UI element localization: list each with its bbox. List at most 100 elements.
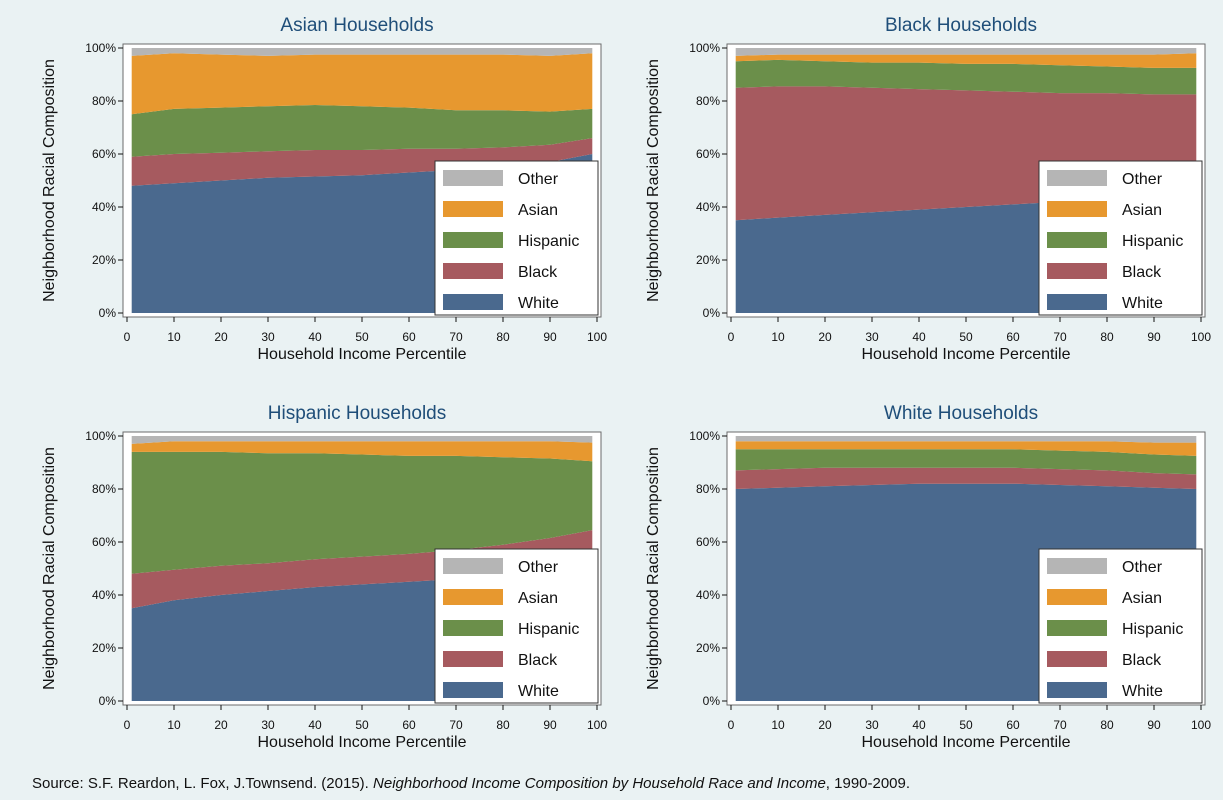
x-tick-label: 90 bbox=[1147, 330, 1161, 344]
y-tick-label: 40% bbox=[92, 588, 116, 602]
x-tick-label: 0 bbox=[728, 718, 735, 732]
x-tick-label: 70 bbox=[1053, 330, 1067, 344]
area-asian bbox=[131, 441, 593, 462]
y-tick-label: 60% bbox=[696, 147, 720, 161]
source-note: Source: S.F. Reardon, L. Fox, J.Townsend… bbox=[32, 775, 910, 792]
x-tick-label: 40 bbox=[912, 718, 926, 732]
legend-swatch-white bbox=[443, 682, 503, 698]
x-tick-label: 20 bbox=[818, 718, 832, 732]
legend-label-other: Other bbox=[1122, 171, 1163, 188]
panel-title: Black Households bbox=[885, 15, 1037, 36]
y-axis-title: Neighborhood Racial Composition bbox=[41, 59, 58, 302]
y-tick-label: 100% bbox=[689, 41, 720, 55]
area-black bbox=[735, 467, 1197, 489]
x-tick-label: 100 bbox=[587, 330, 607, 344]
source-title: Neighborhood Income Composition by House… bbox=[373, 775, 826, 792]
x-tick-label: 10 bbox=[771, 718, 785, 732]
area-hispanic bbox=[131, 451, 593, 574]
legend-label-white: White bbox=[1122, 683, 1163, 700]
y-tick-label: 0% bbox=[703, 306, 721, 320]
x-tick-label: 70 bbox=[1053, 718, 1067, 732]
legend-swatch-other bbox=[443, 170, 503, 186]
y-tick-label: 80% bbox=[92, 94, 116, 108]
x-axis-title: Household Income Percentile bbox=[257, 346, 466, 363]
x-tick-label: 0 bbox=[728, 330, 735, 344]
x-tick-label: 60 bbox=[1006, 718, 1020, 732]
area-other bbox=[131, 436, 593, 444]
x-tick-label: 70 bbox=[449, 330, 463, 344]
legend-label-black: Black bbox=[1122, 652, 1162, 669]
legend-label-asian: Asian bbox=[1122, 202, 1162, 219]
chart-panel: White Households 0% 20% 40% 60% 80% 100% 0 10 20 3… bbox=[645, 403, 1211, 751]
legend-swatch-hispanic bbox=[1047, 232, 1107, 248]
legend-label-asian: Asian bbox=[1122, 590, 1162, 607]
x-tick-label: 40 bbox=[308, 330, 322, 344]
x-tick-label: 10 bbox=[167, 718, 181, 732]
x-tick-label: 20 bbox=[818, 330, 832, 344]
legend-label-asian: Asian bbox=[518, 202, 558, 219]
legend-swatch-asian bbox=[1047, 201, 1107, 217]
legend-swatch-black bbox=[443, 651, 503, 667]
y-tick-label: 60% bbox=[92, 535, 116, 549]
area-other bbox=[735, 48, 1197, 56]
x-tick-label: 0 bbox=[124, 330, 131, 344]
x-tick-label: 20 bbox=[214, 718, 228, 732]
y-tick-label: 80% bbox=[696, 94, 720, 108]
area-asian bbox=[735, 441, 1197, 456]
legend-label-other: Other bbox=[1122, 559, 1163, 576]
x-tick-label: 10 bbox=[771, 330, 785, 344]
x-tick-label: 30 bbox=[865, 718, 879, 732]
legend-swatch-hispanic bbox=[443, 620, 503, 636]
legend-label-hispanic: Hispanic bbox=[1122, 621, 1183, 638]
legend-swatch-hispanic bbox=[443, 232, 503, 248]
legend-swatch-black bbox=[443, 263, 503, 279]
legend-swatch-asian bbox=[1047, 589, 1107, 605]
area-other bbox=[735, 436, 1197, 443]
y-tick-label: 40% bbox=[92, 200, 116, 214]
area-asian bbox=[131, 53, 593, 115]
legend-swatch-asian bbox=[443, 589, 503, 605]
y-tick-label: 60% bbox=[696, 535, 720, 549]
x-tick-label: 10 bbox=[167, 330, 181, 344]
legend-label-other: Other bbox=[518, 171, 559, 188]
x-tick-label: 60 bbox=[402, 330, 416, 344]
y-tick-label: 0% bbox=[99, 306, 117, 320]
legend-swatch-asian bbox=[443, 201, 503, 217]
y-axis-title: Neighborhood Racial Composition bbox=[645, 447, 662, 690]
x-tick-label: 100 bbox=[587, 718, 607, 732]
legend-swatch-hispanic bbox=[1047, 620, 1107, 636]
x-tick-label: 50 bbox=[959, 718, 973, 732]
area-asian bbox=[735, 53, 1197, 68]
legend-label-hispanic: Hispanic bbox=[518, 621, 579, 638]
x-tick-label: 90 bbox=[543, 718, 557, 732]
panel-title: White Households bbox=[884, 403, 1038, 424]
x-axis-title: Household Income Percentile bbox=[861, 346, 1070, 363]
x-tick-label: 50 bbox=[959, 330, 973, 344]
x-tick-label: 60 bbox=[402, 718, 416, 732]
x-axis-title: Household Income Percentile bbox=[257, 734, 466, 751]
x-tick-label: 80 bbox=[496, 330, 510, 344]
y-tick-label: 40% bbox=[696, 200, 720, 214]
x-tick-label: 30 bbox=[865, 330, 879, 344]
y-tick-label: 60% bbox=[92, 147, 116, 161]
chart-panel: Hispanic Households 0% 20% 40% 60% 80% 100% 0 10… bbox=[41, 403, 607, 751]
legend-box bbox=[434, 160, 599, 316]
legend-label-hispanic: Hispanic bbox=[518, 233, 579, 250]
y-tick-label: 100% bbox=[85, 429, 116, 443]
source-prefix: Source: S.F. Reardon, L. Fox, J.Townsend… bbox=[32, 775, 374, 792]
x-tick-label: 30 bbox=[261, 718, 275, 732]
legend-label-black: Black bbox=[1122, 264, 1162, 281]
x-tick-label: 0 bbox=[124, 718, 131, 732]
x-tick-label: 20 bbox=[214, 330, 228, 344]
chart-panel: Black Households 0% 20% 40% 60% 80% 100% 0 10 20 3… bbox=[645, 15, 1211, 363]
x-axis-title: Household Income Percentile bbox=[861, 734, 1070, 751]
legend-swatch-black bbox=[1047, 651, 1107, 667]
legend-label-white: White bbox=[1122, 295, 1163, 312]
legend-label-black: Black bbox=[518, 264, 558, 281]
x-tick-label: 40 bbox=[308, 718, 322, 732]
legend-swatch-other bbox=[1047, 558, 1107, 574]
legend-label-white: White bbox=[518, 683, 559, 700]
panel-title: Asian Households bbox=[280, 15, 433, 36]
legend-label-asian: Asian bbox=[518, 590, 558, 607]
